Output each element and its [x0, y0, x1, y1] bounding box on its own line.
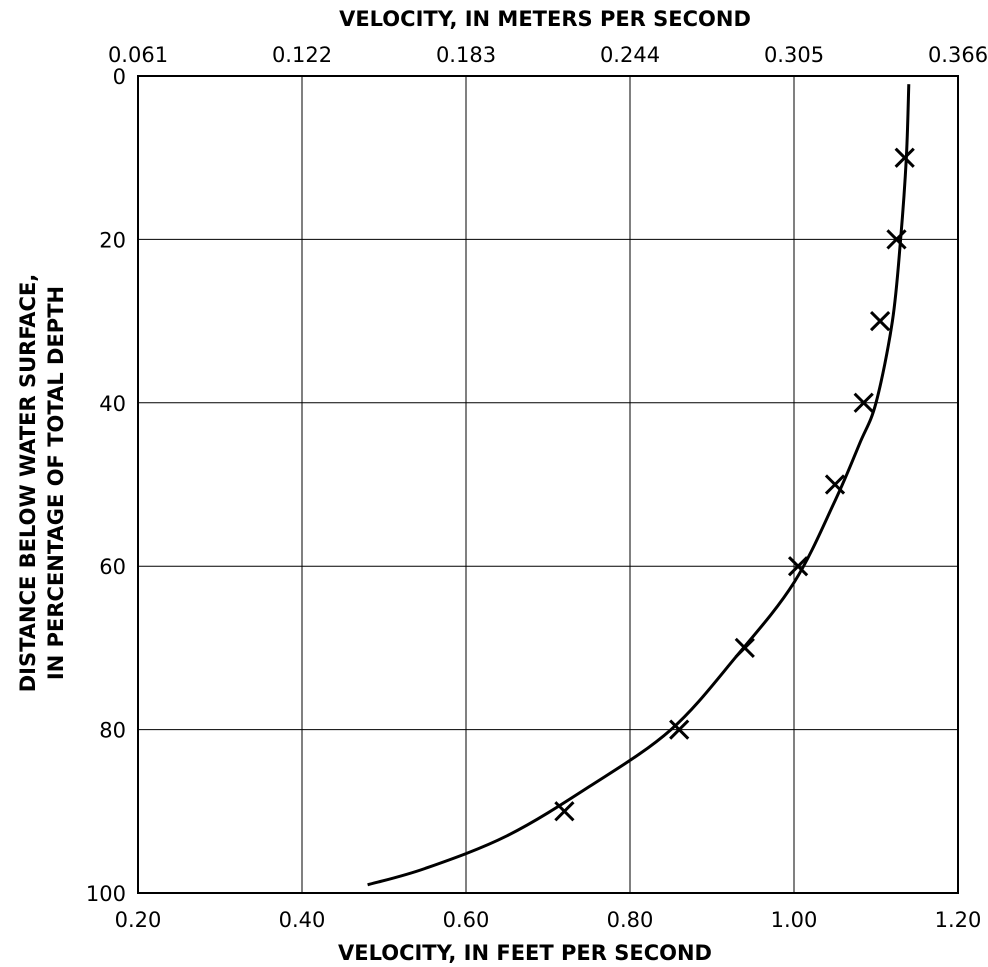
x2-tick-label: 0.366 — [928, 43, 988, 67]
x-tick-label: 0.20 — [115, 908, 162, 932]
x2-tick-label: 0.244 — [600, 43, 660, 67]
x-tick-label: 0.40 — [279, 908, 326, 932]
x2-tick-label: 0.061 — [108, 43, 168, 67]
x2-tick-label: 0.122 — [272, 43, 332, 67]
x-tick-label: 1.00 — [771, 908, 818, 932]
data-point-marker — [669, 719, 690, 740]
x2-tick-label: 0.183 — [436, 43, 496, 67]
y-axis-title-line2: IN PERCENTAGE OF TOTAL DEPTH — [44, 286, 68, 680]
y-tick-label: 0 — [113, 65, 126, 89]
data-point-marker — [734, 637, 755, 659]
plot-frame — [137, 75, 959, 894]
data-series — [367, 84, 915, 887]
x-tick-label: 0.80 — [607, 908, 654, 932]
data-point-marker — [787, 556, 809, 577]
velocity-profile-curve — [367, 84, 911, 887]
y-tick-label: 60 — [99, 555, 126, 579]
data-point-marker — [869, 310, 891, 332]
data-point-marker — [886, 229, 907, 250]
tick-labels: 0.20 0.40 0.60 0.80 1.00 1.20 0.061 0.122 0.183 0… — [86, 43, 988, 932]
x-tick-label: 0.60 — [443, 908, 490, 932]
data-point-marker — [554, 801, 575, 822]
x2-tick-label: 0.305 — [764, 43, 824, 67]
x-tick-label: 1.20 — [935, 908, 982, 932]
y-tick-label: 20 — [99, 228, 126, 252]
x-axis-title: VELOCITY, IN FEET PER SECOND — [338, 941, 712, 965]
data-point-marker — [824, 474, 846, 495]
y-tick-label: 40 — [99, 392, 126, 416]
data-point-marker — [894, 147, 915, 168]
data-point-marker — [853, 392, 874, 413]
x2-axis-title: VELOCITY, IN METERS PER SECOND — [339, 7, 751, 31]
y-axis-title-line1: DISTANCE BELOW WATER SURFACE, — [16, 274, 40, 693]
y-tick-label: 100 — [86, 882, 126, 906]
y-tick-label: 80 — [99, 719, 126, 743]
